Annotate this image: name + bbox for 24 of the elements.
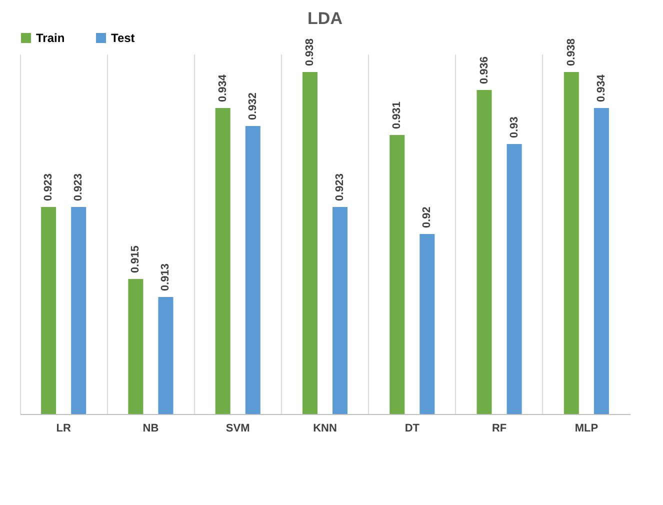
x-tick-label: RF: [492, 422, 507, 434]
data-label: 0.913: [160, 263, 172, 291]
data-label: 0.932: [246, 92, 259, 120]
data-label: 0.923: [42, 173, 55, 201]
legend-label: Train: [36, 31, 65, 45]
x-tick-label: SVM: [226, 422, 250, 434]
data-label: 0.93: [508, 116, 520, 138]
data-label: 0.915: [130, 245, 142, 273]
x-tick-label: LR: [56, 422, 71, 434]
data-label: 0.934: [595, 74, 608, 102]
data-label: 0.931: [391, 101, 404, 129]
data-label: 0.934: [216, 74, 229, 102]
legend-label: Test: [111, 31, 135, 45]
data-label: 0.936: [478, 56, 490, 84]
data-label: 0.923: [72, 173, 85, 201]
x-tick-label: KNN: [313, 422, 337, 434]
data-label: 0.92: [421, 206, 434, 228]
data-label: 0.938: [565, 38, 578, 66]
x-tick-label: MLP: [574, 422, 598, 434]
data-label: 0.923: [334, 173, 346, 201]
chart-title: LDA: [308, 9, 342, 28]
x-tick-label: DT: [404, 422, 420, 434]
data-label: 0.938: [304, 38, 316, 66]
x-tick-label: NB: [142, 422, 159, 434]
